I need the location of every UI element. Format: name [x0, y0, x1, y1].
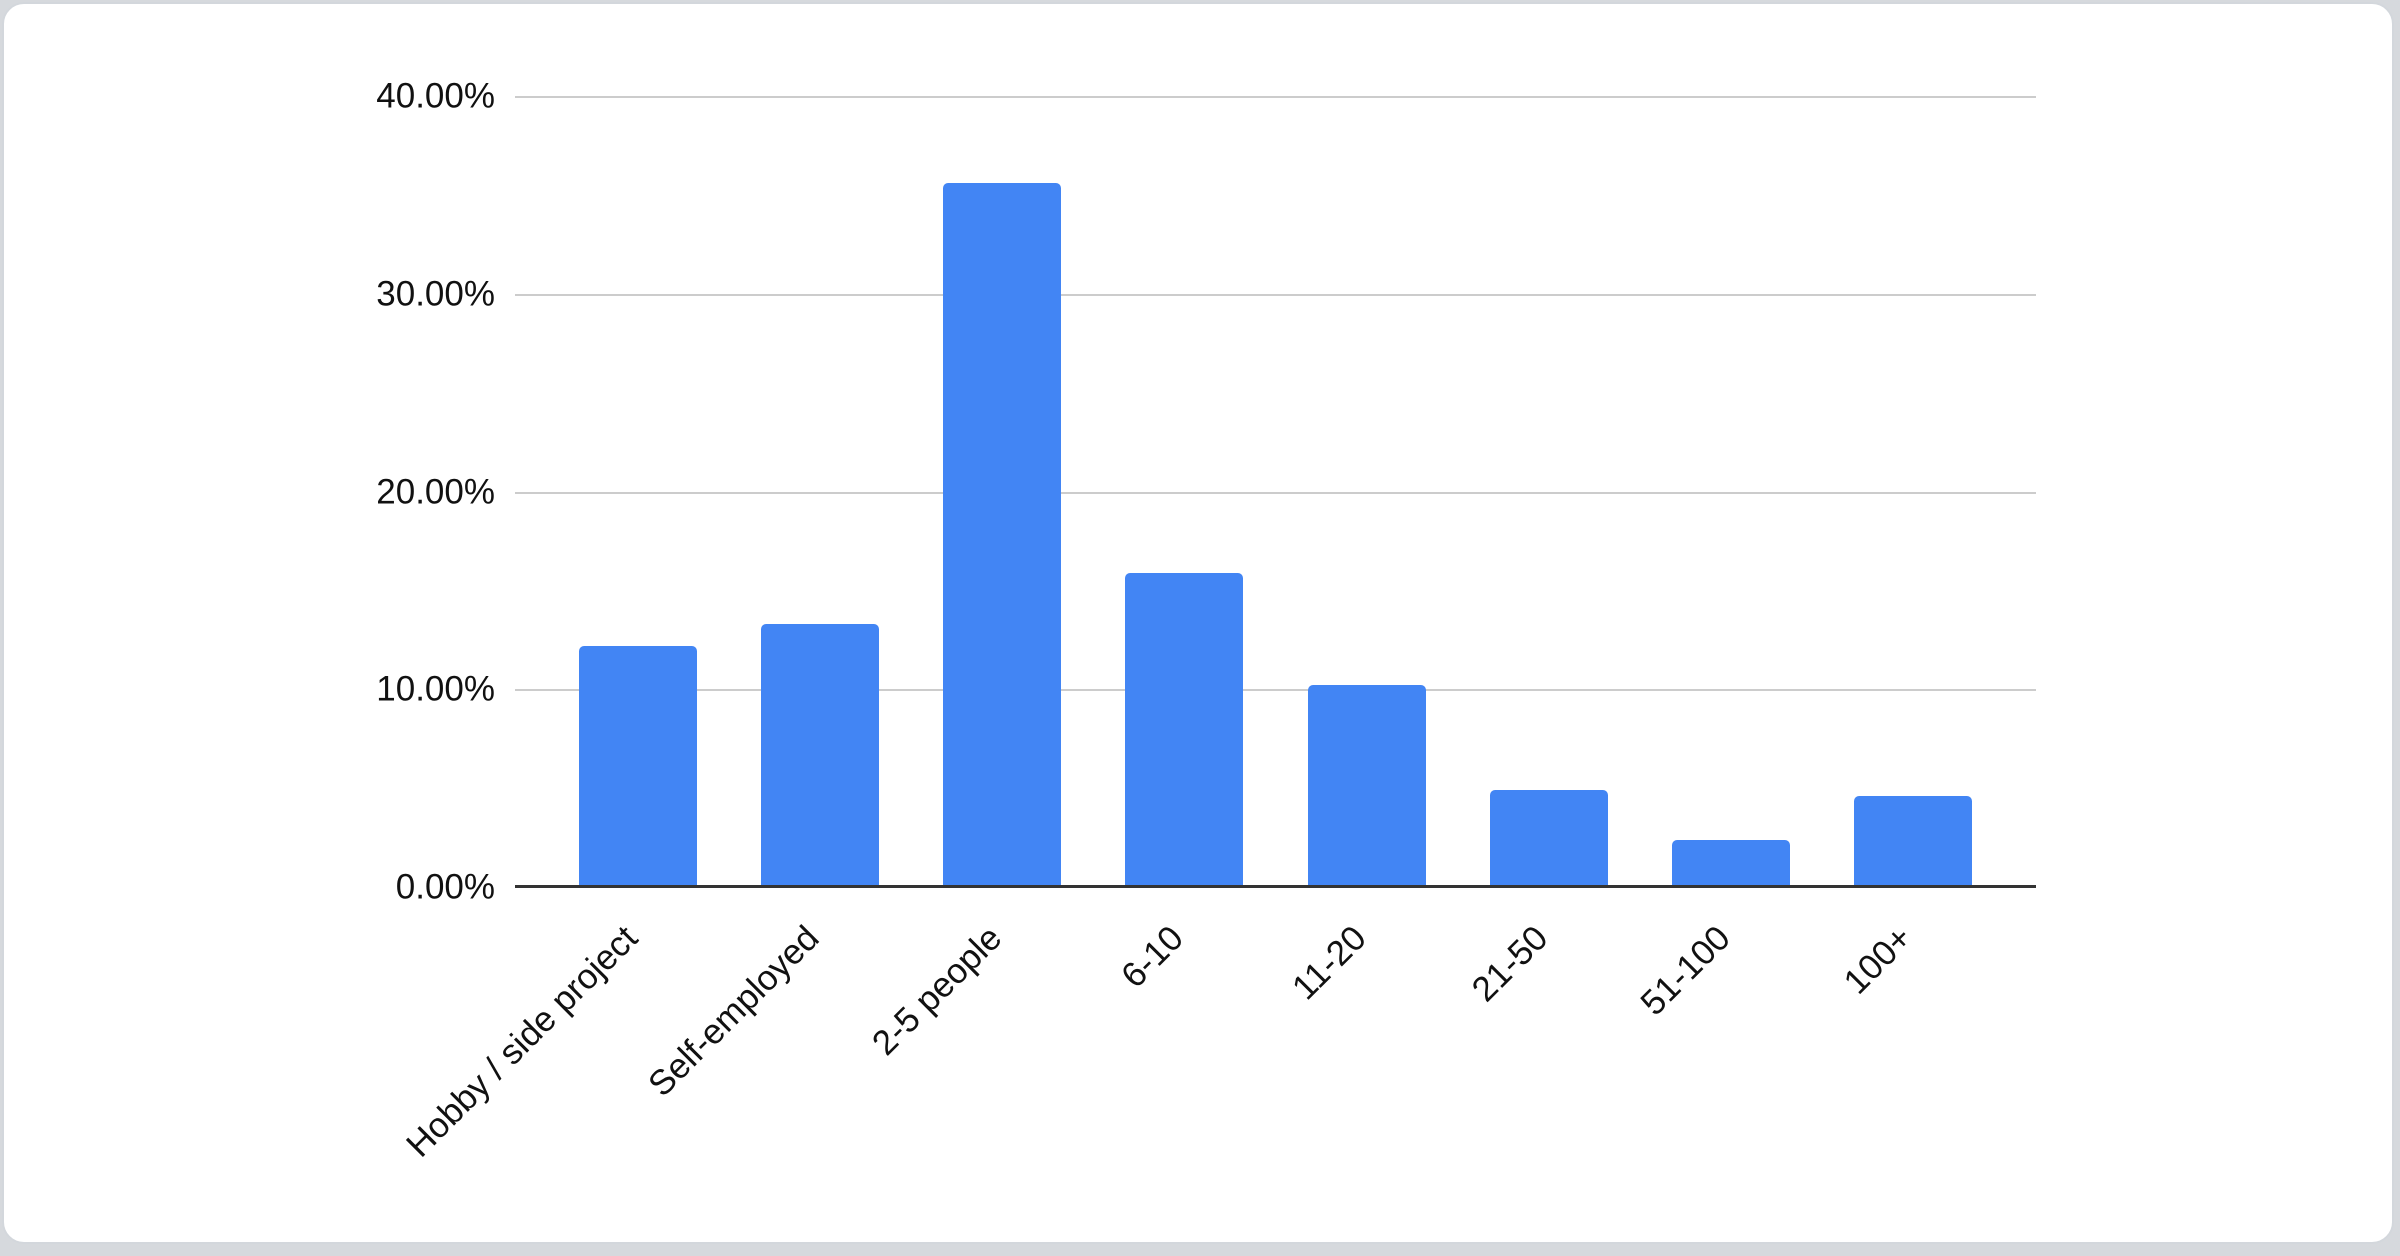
x-axis-category-label: 100+: [1836, 918, 1920, 1002]
x-axis-category-label: 51-100: [1633, 918, 1738, 1023]
y-axis-tick-label: 40.00%: [376, 76, 495, 116]
bar-5[interactable]: [1307, 685, 1426, 887]
bar-6[interactable]: [1489, 790, 1608, 887]
x-axis-category-label: 6-10: [1114, 918, 1192, 996]
gridline: [515, 96, 2036, 98]
y-axis-tick-label: 10.00%: [376, 669, 495, 709]
gridline: [515, 491, 2036, 494]
x-axis-category-label: 2-5 people: [864, 918, 1010, 1063]
x-axis-category-label: 21-50: [1464, 918, 1556, 1010]
x-axis-category-label: 11-20: [1284, 918, 1374, 1008]
bar-2[interactable]: [761, 624, 880, 887]
bar-3[interactable]: [943, 183, 1062, 887]
x-axis-line: [515, 885, 2036, 888]
y-axis-tick-label: 20.00%: [376, 472, 495, 511]
bar-8[interactable]: [1853, 796, 1972, 887]
bar-chart-plot-area: Hobby / side project Self-employed 2-5 peo…: [399, 96, 2036, 1165]
y-axis-labels: 40.00% 30.00% 20.00% 10.00% 0.00%: [284, 79, 495, 905]
bar-4[interactable]: [1125, 572, 1244, 887]
x-axis-category-label: Self-employed: [641, 918, 828, 1105]
bar-7[interactable]: [1671, 839, 1790, 887]
gridline: [515, 293, 2036, 296]
bar-1[interactable]: [579, 645, 698, 887]
x-axis-category-label: Hobby / side project: [398, 918, 645, 1165]
gridline: [515, 689, 2036, 692]
y-axis-tick-label: 0.00%: [395, 867, 495, 907]
y-axis-tick-label: 30.00%: [376, 274, 495, 314]
